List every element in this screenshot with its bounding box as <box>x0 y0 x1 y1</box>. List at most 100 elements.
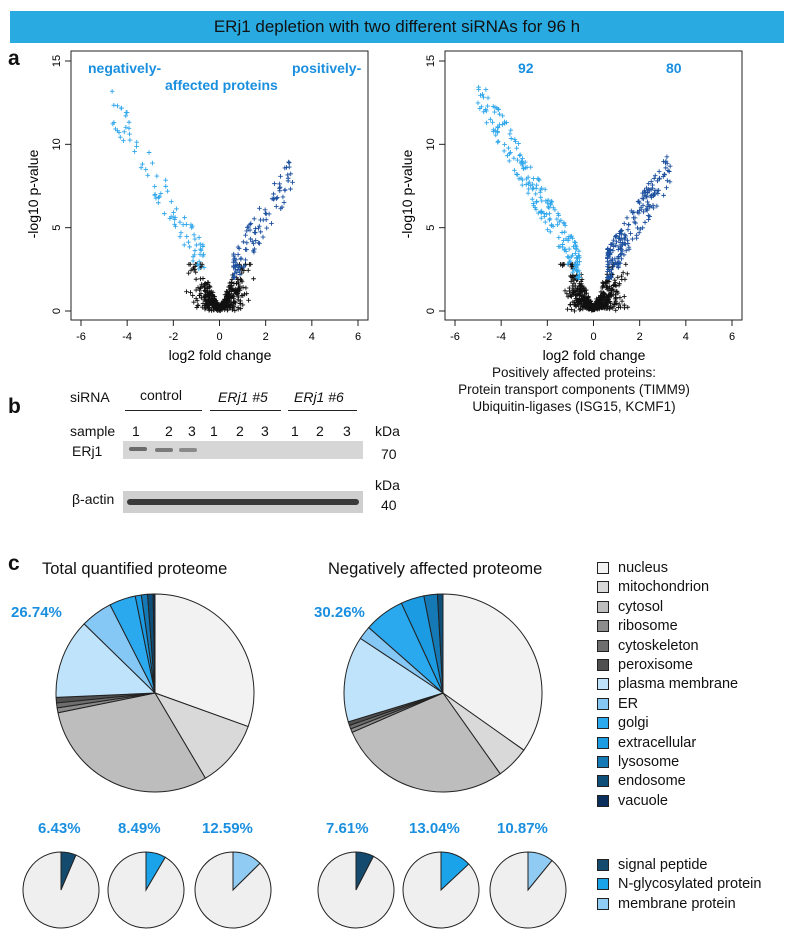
pie-slice <box>402 851 480 929</box>
x-tick-label: 2 <box>637 331 643 343</box>
legend-label: N-glycosylated protein <box>618 876 762 893</box>
volcano-left-points <box>109 88 295 314</box>
legend-swatch <box>597 600 609 613</box>
legend-item-plasma-membrane: plasma membrane <box>597 676 738 692</box>
volcano-left-ylabel: -log10 p-value <box>25 149 41 238</box>
group-erj1-6-underline <box>288 410 357 411</box>
caption-line-2: Protein transport components (TIMM9) <box>458 382 690 397</box>
kda-value-70: 70 <box>381 446 397 462</box>
legend-swatch <box>597 717 609 730</box>
volcano-right-frame <box>444 50 743 321</box>
legend-label: plasma membrane <box>618 676 739 693</box>
pie-title-total: Total quantified proteome <box>42 560 228 578</box>
legend-swatch <box>597 859 609 871</box>
legend-item-ribosome: ribosome <box>597 618 678 634</box>
group-control-label: control <box>140 387 183 403</box>
positive-proteins-caption: Positively affected proteins: Protein tr… <box>394 364 754 415</box>
pie-slice <box>194 851 272 929</box>
pie-slice <box>351 692 501 793</box>
legend-swatch <box>597 562 609 574</box>
small-pie <box>194 851 272 929</box>
x-tick-label: 4 <box>309 331 315 343</box>
erj1-band-2 <box>155 448 173 452</box>
actin-band-label: β-actin <box>72 491 115 507</box>
legend-item-N-glycosylated-protein: N-glycosylated protein <box>597 876 761 892</box>
pie-slice <box>107 851 185 929</box>
pie-slice <box>57 692 207 793</box>
x-tick-label: 6 <box>729 331 735 343</box>
volcano-right-y-axis: 0 5 10 15 <box>425 55 445 314</box>
legend-swatch <box>597 620 609 633</box>
pie-negative-proteome <box>343 593 543 793</box>
legend-label: golgi <box>618 715 649 732</box>
pie-slice <box>343 637 445 723</box>
small-pie <box>489 851 567 929</box>
pie-slice <box>154 593 255 728</box>
legend-item-cytoskeleton: cytoskeleton <box>597 638 699 654</box>
legend-swatch <box>597 878 609 891</box>
legend-item-extracellular: extracellular <box>597 735 696 751</box>
legend-label: peroxisome <box>618 657 693 673</box>
pie-total-proteome <box>55 593 255 793</box>
volcano-left-x-axis: -6 -4 -2 0 2 4 6 <box>76 320 361 343</box>
small-pct-2: 8.49% <box>118 820 161 837</box>
small-pies <box>22 851 567 929</box>
annotation-positively: positively- <box>292 60 362 76</box>
pct-total: 26.74% <box>11 604 62 621</box>
small-pct-6: 10.87% <box>497 820 548 837</box>
legend-item-golgi: golgi <box>597 715 649 731</box>
y-tick-label: 5 <box>425 225 437 231</box>
x-tick-label: -4 <box>496 331 506 343</box>
x-tick-label: -2 <box>542 331 552 343</box>
x-tick-label: 0 <box>216 331 222 343</box>
x-tick-label: 0 <box>590 331 596 343</box>
sample-number: 3 <box>343 423 351 439</box>
group-erj1-5-label: ERj1 #5 <box>218 389 268 405</box>
sample-number: 2 <box>236 423 244 439</box>
y-tick-label: 0 <box>51 308 63 314</box>
legend-item-peroxisome: peroxisome <box>597 657 693 673</box>
legend-label: ribosome <box>618 618 678 635</box>
kda-label-2: kDa <box>375 477 400 493</box>
legend-item-nucleus: nucleus <box>597 560 668 576</box>
legend-item-endosome: endosome <box>597 773 686 789</box>
legend-swatch <box>597 736 609 749</box>
actin-blot-strip <box>123 491 363 513</box>
sample-number: 3 <box>188 423 196 439</box>
legend-label: signal peptide <box>618 857 708 873</box>
legend-label: extracellular <box>618 734 697 751</box>
small-pie <box>107 851 185 929</box>
legend-swatch <box>597 775 609 788</box>
legend-label: mitochondrion <box>618 579 710 596</box>
pie-slice <box>152 593 156 694</box>
pie-slice <box>22 851 100 929</box>
kda-label-1: kDa <box>375 423 400 439</box>
small-pie <box>317 851 395 929</box>
pie-slice <box>317 851 395 929</box>
figure-banner: ERj1 depletion with two different siRNAs… <box>10 11 784 43</box>
legend-item-vacuole: vacuole <box>597 793 668 809</box>
legend-label: nucleus <box>618 560 668 576</box>
legend-swatch <box>597 794 609 807</box>
sample-number: 1 <box>291 423 299 439</box>
volcano-left-y-axis: 0 5 10 15 <box>51 55 71 314</box>
pie-title-negative: Negatively affected proteome <box>328 560 543 578</box>
erj1-band-1 <box>129 447 147 451</box>
y-tick-label: 10 <box>425 138 437 150</box>
volcano-right-x-axis: -6 -4 -2 0 2 4 6 <box>450 320 735 343</box>
volcano-right-ylabel: -log10 p-value <box>399 149 415 238</box>
pie-slice <box>153 692 249 779</box>
sample-number: 1 <box>132 423 140 439</box>
x-tick-label: -6 <box>76 331 86 343</box>
legend-label: vacuole <box>618 792 668 809</box>
pie-slice <box>436 593 444 694</box>
erj1-blot-strip <box>123 441 363 459</box>
sample-number: 3 <box>261 423 269 439</box>
group-control-underline <box>125 410 202 411</box>
small-pie <box>402 851 480 929</box>
count-negative: 92 <box>518 60 534 76</box>
legend-item-ER: ER <box>597 696 638 712</box>
y-tick-label: 5 <box>51 225 63 231</box>
annotation-affected-proteins: affected proteins <box>165 77 278 93</box>
small-pct-3: 12.59% <box>202 820 253 837</box>
